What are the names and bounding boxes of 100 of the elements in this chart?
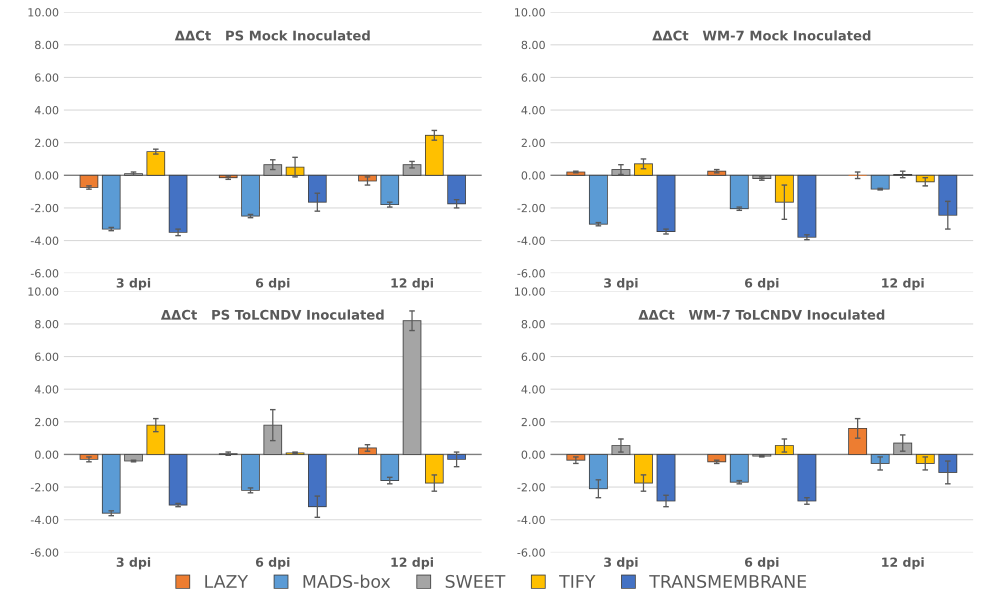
bar bbox=[241, 454, 260, 491]
bar bbox=[893, 442, 912, 455]
y-tick-label: 2.00 bbox=[522, 418, 545, 426]
y-tick-label: 8.00 bbox=[35, 320, 58, 328]
y-tick-label: 0.00 bbox=[522, 171, 545, 180]
bar bbox=[938, 174, 958, 216]
y-tick-label: -4.00 bbox=[517, 236, 545, 245]
bar bbox=[380, 174, 400, 206]
y-tick-label: 4.00 bbox=[34, 106, 58, 114]
x-tick-label: 6 dpi bbox=[744, 557, 778, 570]
y-tick-label: 2.00 bbox=[522, 138, 545, 148]
bar bbox=[774, 174, 794, 203]
y-tick-label: -6.00 bbox=[517, 548, 545, 557]
bar bbox=[102, 174, 121, 230]
bar bbox=[656, 174, 676, 232]
bar bbox=[168, 454, 188, 506]
bar bbox=[774, 445, 794, 455]
y-tick-label: -6.00 bbox=[30, 548, 58, 557]
y-tick-label: 4.00 bbox=[521, 385, 545, 394]
text: ΔΔCt PS Mock Inoculated bbox=[174, 30, 370, 41]
bar bbox=[146, 151, 166, 176]
text: ΔΔCt WM-7 ToLCNDV Inoculated bbox=[638, 310, 884, 320]
bar bbox=[848, 428, 868, 455]
y-tick-label: 10.00 bbox=[515, 8, 545, 17]
bar bbox=[263, 424, 282, 455]
y-tick-label: 0.00 bbox=[522, 450, 545, 459]
bar bbox=[707, 454, 726, 462]
bar bbox=[938, 454, 958, 473]
bar bbox=[146, 424, 166, 455]
x-tick-label: 6 dpi bbox=[256, 557, 290, 570]
y-tick-label: -2.00 bbox=[517, 204, 545, 212]
bar bbox=[80, 174, 98, 188]
bar bbox=[102, 454, 121, 514]
bar bbox=[447, 174, 466, 204]
y-tick-label: 4.00 bbox=[34, 385, 58, 394]
bar bbox=[168, 174, 188, 233]
bar bbox=[656, 454, 676, 502]
y-tick-label: -4.00 bbox=[517, 516, 545, 524]
bar bbox=[730, 454, 749, 483]
legend-label: TIFY bbox=[559, 575, 596, 588]
y-tick-label: 2.00 bbox=[35, 418, 58, 426]
y-tick-label: -2.00 bbox=[517, 483, 545, 492]
y-tick-label: 8.00 bbox=[522, 40, 545, 50]
x-tick-label: 12 dpi bbox=[882, 557, 924, 570]
bar bbox=[241, 174, 260, 216]
y-tick-label: 2.00 bbox=[35, 138, 58, 148]
bar bbox=[611, 445, 630, 455]
legend-label: TRANSMEMBRANE bbox=[649, 574, 806, 588]
bar bbox=[308, 174, 327, 203]
y-tick-label: 8.00 bbox=[35, 40, 58, 50]
y-tick-label: -2.00 bbox=[30, 204, 58, 212]
y-tick-label: 10.00 bbox=[28, 287, 58, 296]
bar bbox=[424, 134, 444, 176]
x-tick-label: 3 dpi bbox=[116, 557, 150, 570]
y-tick-label: -6.00 bbox=[30, 269, 58, 278]
y-tick-label: 10.00 bbox=[515, 287, 545, 296]
y-tick-label: 6.00 bbox=[35, 73, 58, 82]
bar bbox=[402, 164, 422, 176]
text: ΔΔCt PS ToLCNDV Inoculated bbox=[160, 310, 384, 320]
bar bbox=[870, 174, 890, 190]
bar bbox=[588, 454, 608, 490]
x-tick-label: 12 dpi bbox=[391, 278, 433, 290]
y-tick-label: 6.00 bbox=[522, 73, 545, 82]
text: ΔΔCt WM-7 Mock Inoculated bbox=[652, 30, 870, 41]
y-tick-label: 10.00 bbox=[28, 8, 58, 17]
legend-label: LAZY bbox=[205, 575, 248, 588]
bar bbox=[402, 320, 422, 455]
bar bbox=[124, 454, 143, 462]
bar bbox=[634, 454, 653, 484]
bar bbox=[308, 454, 327, 508]
x-tick-label: 12 dpi bbox=[391, 557, 433, 570]
x-tick-label: 6 dpi bbox=[256, 278, 290, 290]
legend-label: SWEET bbox=[446, 574, 506, 588]
y-tick-label: 0.00 bbox=[35, 171, 58, 180]
bar bbox=[263, 164, 282, 176]
x-tick-label: 3 dpi bbox=[604, 278, 638, 290]
legend-label: MADS-box bbox=[304, 574, 390, 588]
bar bbox=[380, 454, 400, 482]
bar bbox=[424, 454, 444, 484]
bar bbox=[797, 454, 816, 502]
x-tick-label: 3 dpi bbox=[604, 557, 638, 570]
y-tick-label: 8.00 bbox=[522, 320, 545, 328]
x-tick-label: 12 dpi bbox=[882, 278, 924, 290]
y-tick-label: -6.00 bbox=[517, 269, 545, 278]
bar bbox=[730, 174, 749, 210]
y-tick-label: 6.00 bbox=[522, 352, 545, 361]
bar bbox=[797, 174, 816, 238]
bar bbox=[611, 169, 630, 176]
x-tick-label: 6 dpi bbox=[744, 278, 778, 290]
y-tick-label: 4.00 bbox=[521, 106, 545, 114]
y-tick-label: 0.00 bbox=[35, 450, 58, 459]
bar bbox=[447, 454, 466, 460]
y-tick-label: -4.00 bbox=[30, 516, 58, 524]
bar bbox=[634, 163, 653, 176]
y-tick-label: 6.00 bbox=[35, 352, 58, 361]
y-tick-label: -2.00 bbox=[30, 483, 58, 492]
y-tick-label: -4.00 bbox=[30, 236, 58, 245]
bar bbox=[588, 174, 608, 225]
bar bbox=[286, 166, 304, 176]
x-tick-label: 3 dpi bbox=[116, 278, 150, 290]
